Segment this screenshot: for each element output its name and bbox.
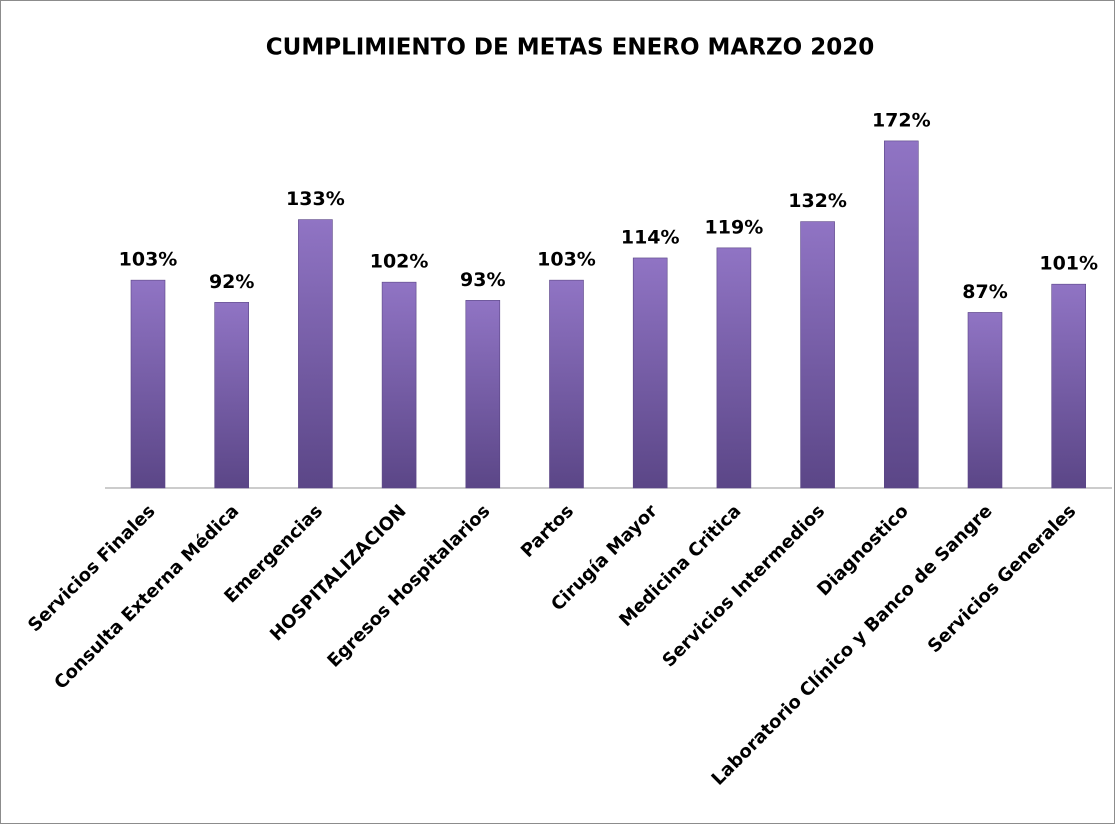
data-label: 93% [460, 269, 505, 291]
bar [214, 302, 249, 489]
data-label: 114% [621, 226, 680, 248]
bar [465, 300, 501, 489]
data-label: 119% [705, 216, 764, 238]
data-label: 132% [788, 190, 847, 212]
bar [130, 279, 166, 489]
data-label: 92% [209, 271, 254, 293]
bar [883, 140, 919, 489]
data-label: 101% [1039, 253, 1098, 275]
bar [800, 221, 835, 489]
bar [632, 257, 668, 489]
data-label: 172% [872, 109, 931, 131]
chart-title: CUMPLIMIENTO DE METAS ENERO MARZO 2020 [266, 35, 874, 61]
bar [716, 247, 752, 489]
bar [381, 281, 417, 489]
data-label: 102% [370, 251, 429, 273]
data-label: 103% [537, 249, 596, 271]
bar [298, 219, 333, 489]
bar [1051, 283, 1086, 489]
bar [967, 312, 1003, 489]
data-label: 87% [962, 281, 1007, 303]
data-label: 103% [119, 249, 178, 271]
data-label: 133% [286, 188, 345, 210]
bar [549, 279, 584, 489]
